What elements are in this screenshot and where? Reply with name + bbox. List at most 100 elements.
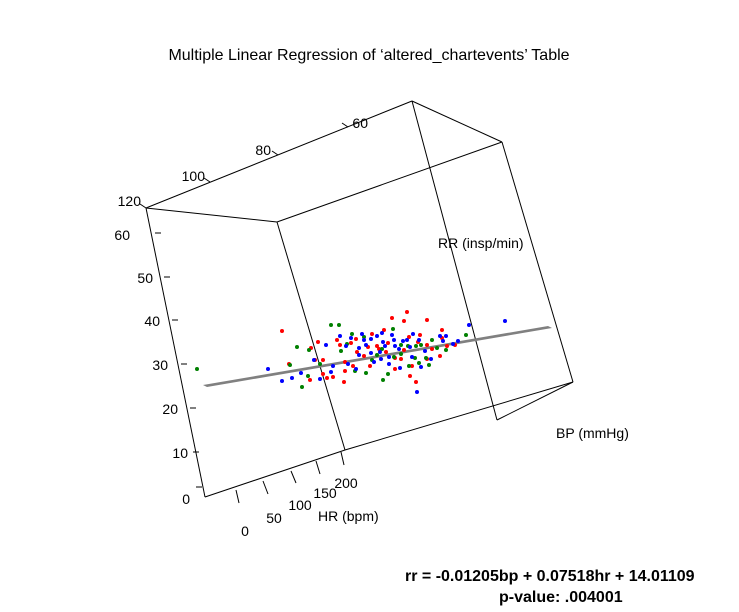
data-points xyxy=(195,310,507,394)
data-point xyxy=(308,378,312,382)
hr-tick-label: 100 xyxy=(288,497,312,513)
data-point xyxy=(382,328,386,332)
rr-tick-label: 60 xyxy=(114,227,130,243)
data-point xyxy=(379,357,383,361)
rr-tick-label: 20 xyxy=(162,401,178,417)
data-point xyxy=(369,351,373,355)
data-point xyxy=(387,362,391,366)
hr-tick-labels: 0 50 100 150 200 xyxy=(241,475,358,539)
data-point xyxy=(381,378,385,382)
bp-tick xyxy=(271,150,279,156)
data-point xyxy=(387,355,391,359)
data-point xyxy=(392,355,396,359)
bp-tick xyxy=(203,177,211,183)
data-point xyxy=(378,350,382,354)
data-point xyxy=(350,332,354,336)
data-point xyxy=(364,343,368,347)
hr-tick-label: 0 xyxy=(241,523,249,539)
rr-tick-label: 50 xyxy=(137,270,153,286)
data-point xyxy=(337,323,341,327)
data-point xyxy=(300,385,304,389)
data-point xyxy=(357,353,361,357)
bp-tick-label: 100 xyxy=(182,168,206,184)
data-point xyxy=(398,366,402,370)
bp-tick xyxy=(139,203,147,209)
data-point xyxy=(391,327,395,331)
data-point xyxy=(408,345,412,349)
hr-tick-label: 200 xyxy=(334,475,358,491)
p-value: p-value: .004001 xyxy=(499,589,623,606)
box-edge xyxy=(204,449,346,498)
data-point xyxy=(467,323,471,327)
rr-tick-label: 40 xyxy=(144,313,160,329)
data-point xyxy=(299,371,303,375)
data-point xyxy=(445,344,449,348)
data-point xyxy=(397,347,401,351)
data-point xyxy=(440,328,444,332)
data-point xyxy=(464,333,468,337)
data-point xyxy=(362,354,366,358)
hr-tick xyxy=(290,470,297,484)
data-point xyxy=(390,333,394,337)
bp-tick-labels: 60 80 100 120 xyxy=(118,115,369,209)
data-point xyxy=(405,338,409,342)
data-point xyxy=(362,335,366,339)
box-edge xyxy=(145,100,413,209)
data-point xyxy=(407,335,411,339)
data-point xyxy=(419,343,423,347)
data-point xyxy=(355,350,359,354)
data-point xyxy=(430,347,434,351)
data-point xyxy=(419,365,423,369)
data-point xyxy=(364,371,368,375)
hr-tick xyxy=(340,451,345,466)
rr-tick-label: 10 xyxy=(172,445,188,461)
data-point xyxy=(424,356,428,360)
data-point xyxy=(441,339,445,343)
data-point xyxy=(312,358,316,362)
data-point xyxy=(321,358,325,362)
data-point xyxy=(408,374,412,378)
data-point xyxy=(307,348,311,352)
data-point xyxy=(407,364,411,368)
data-point xyxy=(399,343,403,347)
rr-tick-label: 30 xyxy=(152,357,168,373)
data-point xyxy=(375,334,379,338)
data-point xyxy=(444,334,448,338)
data-point xyxy=(393,344,397,348)
data-point xyxy=(423,349,427,353)
box-edge xyxy=(411,100,498,421)
data-point xyxy=(318,377,322,381)
data-point xyxy=(444,348,448,352)
data-point xyxy=(360,332,364,336)
data-point xyxy=(195,367,199,371)
hr-tick-label: 150 xyxy=(313,485,337,501)
data-point xyxy=(414,344,418,348)
data-point xyxy=(343,360,347,364)
data-point xyxy=(414,380,418,384)
data-point xyxy=(354,367,358,371)
box-edge xyxy=(276,221,346,451)
data-point xyxy=(280,379,284,383)
data-point xyxy=(375,344,379,348)
chart-title: Multiple Linear Regression of ‘altered_c… xyxy=(168,47,569,64)
data-point xyxy=(290,376,294,380)
data-point xyxy=(346,362,350,366)
rr-axis xyxy=(155,232,202,488)
data-point xyxy=(370,332,374,336)
data-point xyxy=(349,341,353,345)
data-point xyxy=(288,363,292,367)
data-point xyxy=(338,334,342,338)
data-point xyxy=(329,323,333,327)
data-point xyxy=(425,343,429,347)
data-point xyxy=(410,355,414,359)
data-point xyxy=(405,310,409,314)
data-point xyxy=(386,341,390,345)
data-point xyxy=(369,337,373,341)
bp-tick-label: 80 xyxy=(255,142,271,158)
data-point xyxy=(429,357,433,361)
data-point xyxy=(415,390,419,394)
data-point xyxy=(349,336,353,340)
data-point xyxy=(329,370,333,374)
data-point xyxy=(399,357,403,361)
box-edge xyxy=(411,100,503,143)
